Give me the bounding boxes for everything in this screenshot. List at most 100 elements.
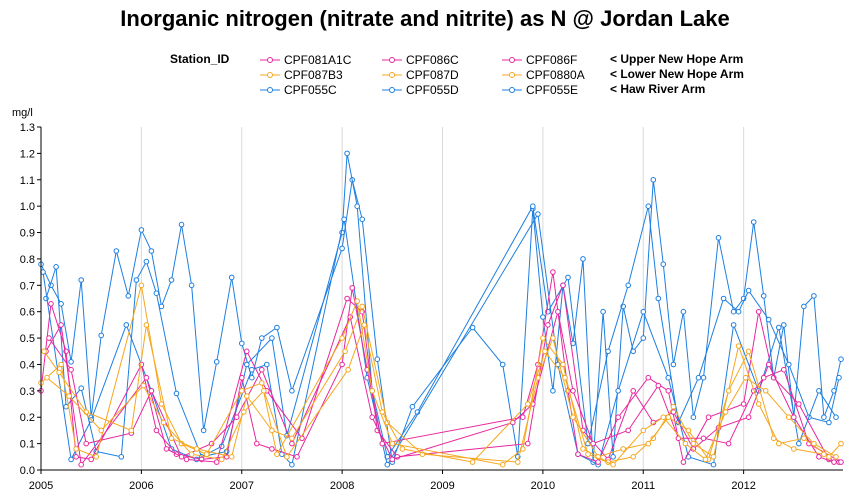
data-point [811,440,817,447]
data-point [833,454,839,460]
data-point [345,366,351,373]
data-point [838,440,844,447]
data-point [762,388,769,394]
data-point [670,409,677,415]
data-point [680,308,687,315]
data-point [78,277,84,283]
data-point [269,446,275,452]
y-tick-label: 0.1 [20,439,35,451]
data-point [560,282,566,289]
series-layer [38,150,844,468]
data-point [826,419,832,426]
data-point [765,316,772,323]
data-point [44,374,50,381]
data-point [760,374,767,381]
data-point [469,459,476,465]
data-point [269,427,275,434]
data-point [499,361,506,368]
data-point [218,456,225,463]
data-point [735,343,742,349]
data-point [595,459,601,465]
data-point [289,461,295,468]
legend-label: CPF087B3 [284,68,343,82]
data-point [499,461,506,468]
data-point [41,348,47,355]
data-point [690,414,697,421]
data-point [680,459,687,465]
data-point [530,203,536,209]
data-point [550,335,556,341]
data-point [68,456,74,463]
data-point [66,393,72,399]
data-point [56,369,62,376]
data-point [183,456,190,463]
series-cpf0880a [44,322,839,468]
data-point [725,388,732,394]
data-point [781,366,787,373]
data-point [585,451,591,458]
data-point [228,274,235,281]
data-point [722,409,729,415]
data-point [213,459,220,465]
data-point [600,308,606,315]
legend-group-upper: < Upper New Hope Arm [610,52,744,66]
data-point [125,293,132,299]
data-point [46,335,52,341]
data-point [560,361,566,368]
data-point [710,461,717,468]
data-point [359,216,366,223]
data-point [269,335,275,341]
chart-title: Inorganic nitrogen (nitrate and nitrite)… [120,6,730,31]
legend-group-lower: < Lower New Hope Arm [610,67,744,81]
data-point [811,293,817,299]
data-point [710,454,717,460]
y-tick-label: 0.4 [20,359,35,371]
data-point [193,446,200,452]
x-tick-label: 2007 [230,480,254,492]
data-point [755,401,762,407]
y-tick-label: 0.6 [20,307,35,319]
data-point [665,388,672,394]
data-point [53,264,59,270]
data-point [261,388,267,394]
legend-marker [502,57,522,63]
data-point [168,435,175,442]
data-point [801,435,807,442]
data-point [344,295,350,302]
data-point [344,150,350,157]
data-point [188,451,195,458]
data-point [168,277,175,283]
data-point [833,414,839,421]
data-point [274,324,280,331]
data-point [143,322,150,328]
data-point [138,227,145,233]
y-tick-label: 0.2 [20,412,35,424]
data-point [374,356,381,363]
data-point [745,287,752,294]
data-point [545,322,551,328]
data-point [58,322,64,328]
data-point [520,414,526,421]
data-point [140,382,147,389]
data-point [68,366,74,373]
data-point [274,451,280,458]
legend-marker [260,87,280,93]
series-cpf086f [46,308,844,465]
data-point [640,335,647,341]
data-point [98,427,104,434]
legend-label: CPF086F [526,53,578,67]
data-point [244,393,250,399]
data-point [670,361,677,368]
data-point [570,414,576,421]
data-point [735,308,742,315]
data-point [565,274,571,281]
data-point [610,454,616,460]
data-point [836,374,842,381]
data-point [525,440,531,447]
legend-marker [502,87,522,93]
data-point [655,295,662,302]
data-point [620,446,627,452]
data-point [625,282,632,289]
data-point [838,356,844,363]
